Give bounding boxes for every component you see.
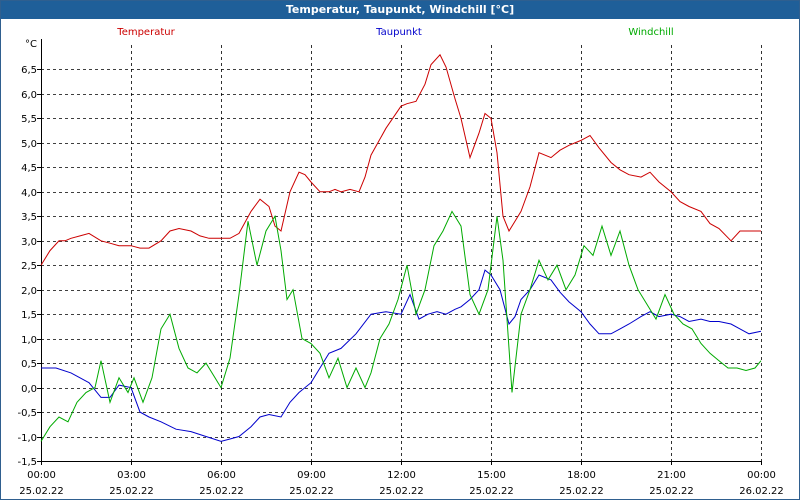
y-axis-label: °C (25, 39, 37, 50)
y-tick-label: 0,0 (21, 384, 37, 395)
x-tick-date: 25.02.22 (289, 486, 334, 497)
x-tick-time: 09:00 (297, 470, 326, 481)
y-tick-label: 3,0 (21, 237, 37, 248)
x-tick-date: 25.02.22 (109, 486, 154, 497)
legend-windchill: Windchill (628, 27, 673, 38)
y-tick-label: 1,5 (21, 310, 37, 321)
x-tick-date: 25.02.22 (199, 486, 244, 497)
x-tick-labels: 00:00 25.02.22 03:00 25.02.22 06:00 25.02.22 0… (19, 470, 784, 497)
x-tick-date: 25.02.22 (649, 486, 694, 497)
x-tick-time: 00:00 (27, 470, 56, 481)
series-lines (40, 53, 762, 442)
x-tick-date: 25.02.22 (19, 486, 64, 497)
x-tick-time: 00:00 (747, 470, 776, 481)
y-tick-label: 6,5 (21, 65, 37, 76)
y-tick-label: 3,5 (21, 212, 37, 223)
y-tick-label: -0,5 (17, 408, 37, 419)
y-tick-label: 2,5 (21, 261, 37, 272)
x-tick-date: 26.02.22 (739, 486, 784, 497)
x-tick-time: 15:00 (477, 470, 506, 481)
y-tick-labels: -1,5 -1,0 -0,5 0,0 0,5 1,0 1,5 2,0 2,5 3,0 3,5 4,0 4… (17, 65, 37, 468)
series-line-windchill (40, 210, 762, 442)
legend-taupunkt: Taupunkt (375, 27, 422, 38)
x-tick-time: 03:00 (117, 470, 146, 481)
x-tick-date: 25.02.22 (379, 486, 424, 497)
legend-temperatur: Temperatur (116, 27, 175, 38)
x-tick-date: 25.02.22 (469, 486, 514, 497)
y-tick-label: -1,0 (17, 433, 37, 444)
y-tick-label: -1,5 (17, 457, 37, 468)
legend: Temperatur Taupunkt Windchill (116, 27, 673, 38)
x-tick-time: 21:00 (657, 470, 686, 481)
y-tick-label: 2,0 (21, 286, 37, 297)
y-tick-label: 4,5 (21, 163, 37, 174)
axes (37, 39, 762, 465)
y-tick-label: 6,0 (21, 90, 37, 101)
series-line-temperatur (40, 53, 761, 266)
y-tick-label: 5,5 (21, 114, 37, 125)
series-line-taupunkt (41, 269, 762, 442)
x-tick-date: 25.02.22 (559, 486, 604, 497)
y-tick-label: 4,0 (21, 188, 37, 199)
grid-lines (41, 45, 762, 462)
x-tick-time: 06:00 (207, 470, 236, 481)
chart-title: Temperatur, Taupunkt, Windchill [°C] (1, 1, 799, 19)
y-tick-label: 0,5 (21, 359, 37, 370)
y-tick-label: 1,0 (21, 335, 37, 346)
y-tick-label: 5,0 (21, 139, 37, 150)
x-tick-time: 18:00 (567, 470, 596, 481)
x-tick-time: 12:00 (387, 470, 416, 481)
